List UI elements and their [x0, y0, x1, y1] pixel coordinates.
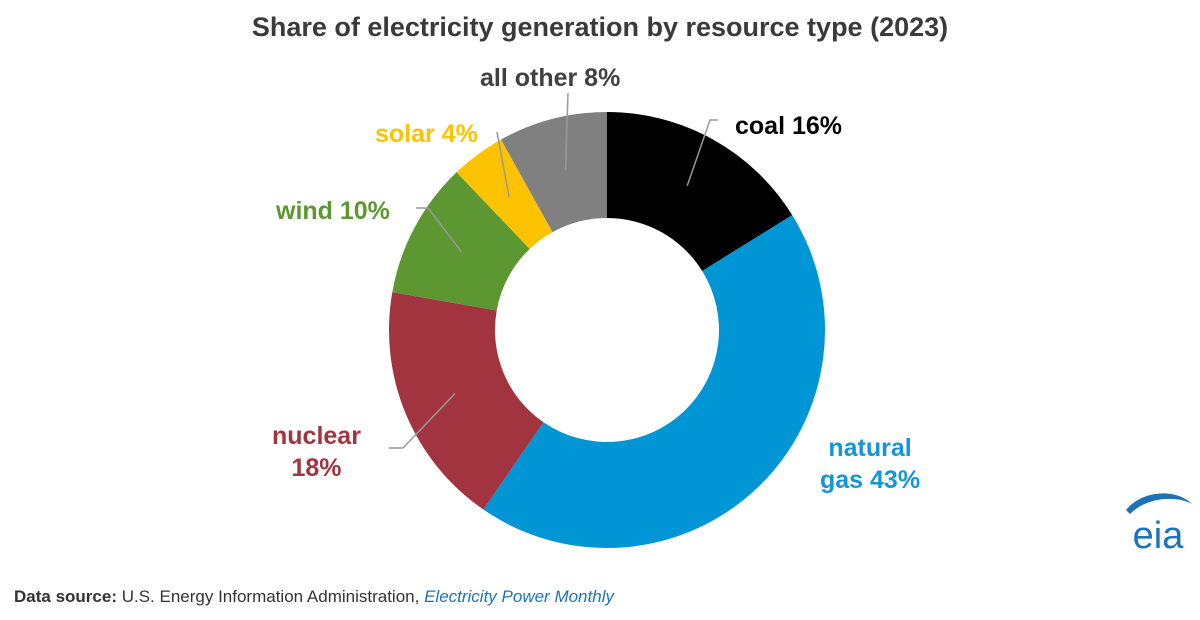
slice-coal	[607, 112, 793, 271]
label-natural-gas-line1: natural	[828, 434, 912, 462]
label-natural-gas: natural gas 43%	[820, 432, 920, 496]
leader-line-other	[564, 92, 569, 171]
data-source-prefix: Data source:	[14, 587, 117, 606]
leader-line-solar	[496, 131, 510, 198]
label-coal: coal 16%	[735, 112, 843, 140]
leader-line-wind	[416, 207, 463, 253]
label-nuclear: nuclear 18%	[272, 420, 361, 484]
eia-logo: eia	[1126, 493, 1192, 554]
slice-other	[501, 112, 607, 233]
label-all-other: all other 8%	[480, 64, 621, 92]
label-nuclear-line1: nuclear	[272, 422, 361, 450]
slice-solar	[456, 139, 553, 249]
label-nuclear-line2: 18%	[291, 454, 342, 482]
data-source-agency: U.S. Energy Information Administration,	[116, 587, 425, 606]
svg-text:eia: eia	[1133, 515, 1185, 554]
slice-wind	[392, 172, 530, 311]
data-source-publication: Electricity Power Monthly	[424, 587, 614, 606]
label-natural-gas-line2: gas 43%	[820, 466, 921, 494]
slice-nuclear	[389, 292, 544, 510]
label-wind: wind 10%	[276, 197, 390, 225]
chart-title: Share of electricity generation by resou…	[251, 12, 949, 42]
label-solar: solar 4%	[375, 120, 478, 148]
leader-line-nuclear	[389, 393, 456, 449]
leader-line-coal	[686, 119, 718, 187]
slice-gas	[483, 215, 825, 548]
data-source-note: Data source: U.S. Energy Information Adm…	[14, 587, 614, 607]
